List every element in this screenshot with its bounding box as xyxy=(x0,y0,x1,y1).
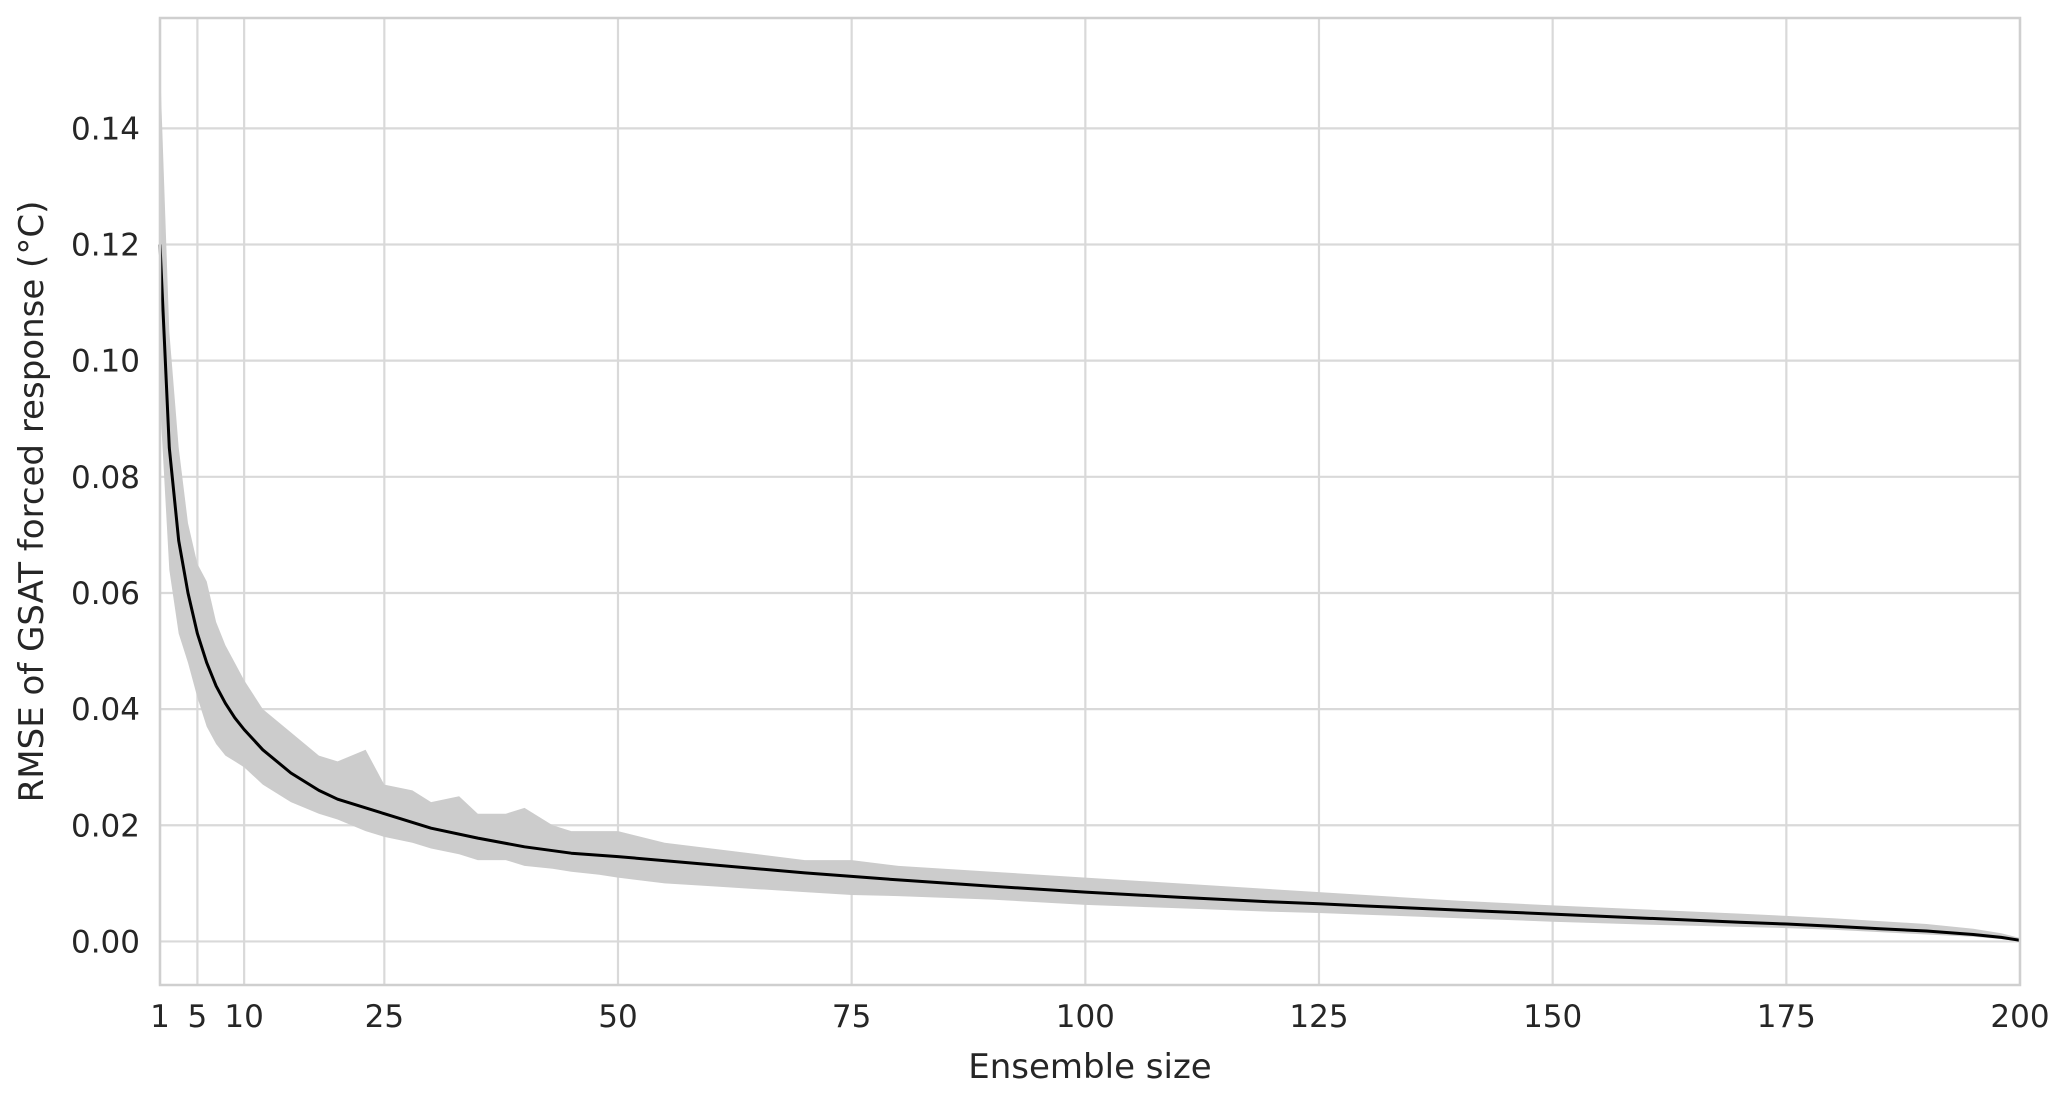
x-tick-label: 150 xyxy=(1523,999,1582,1035)
y-tick-label: 0.02 xyxy=(71,808,140,844)
x-axis-label: Ensemble size xyxy=(968,1047,1211,1087)
x-tick-label: 1 xyxy=(150,999,170,1035)
y-tick-label: 0.10 xyxy=(71,344,140,380)
line-layer xyxy=(158,244,2021,942)
y-tick-label: 0.00 xyxy=(71,924,140,960)
x-tick-labels: 1 5 10 25 50 75 100 125 150 175 200 xyxy=(150,999,2049,1035)
y-axis-label: RMSE of GSAT forced response (°C) xyxy=(12,201,52,803)
x-tick-label: 125 xyxy=(1289,999,1348,1035)
y-tick-label: 0.08 xyxy=(71,460,140,496)
x-tick-label: 175 xyxy=(1757,999,1816,1035)
x-tick-label: 100 xyxy=(1056,999,1115,1035)
rmse-mean-line xyxy=(158,244,2021,942)
y-tick-label: 0.14 xyxy=(71,111,140,147)
x-tick-label: 50 xyxy=(598,999,637,1035)
x-tick-label: 10 xyxy=(224,999,263,1035)
x-tick-label: 5 xyxy=(188,999,208,1035)
y-tick-label: 0.04 xyxy=(71,692,140,728)
y-tick-label: 0.06 xyxy=(71,576,140,612)
y-tick-labels: 0.00 0.02 0.04 0.06 0.08 0.10 0.12 0.14 xyxy=(71,111,140,960)
y-tick-label: 0.12 xyxy=(71,228,140,264)
x-tick-label: 25 xyxy=(365,999,404,1035)
x-tick-label: 75 xyxy=(832,999,871,1035)
plot-frame xyxy=(158,16,2022,987)
x-tick-label: 200 xyxy=(1990,999,2049,1035)
